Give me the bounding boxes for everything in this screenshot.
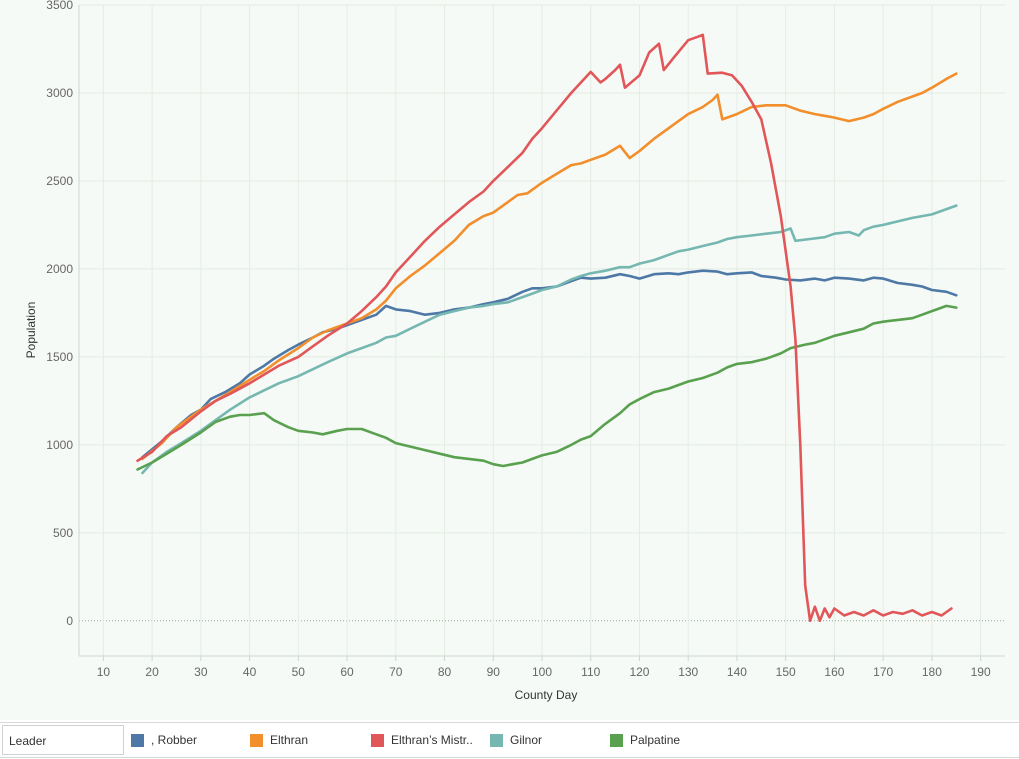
- x-tick-label: 120: [629, 665, 649, 679]
- x-tick-label: 190: [971, 665, 991, 679]
- x-tick-label: 50: [292, 665, 306, 679]
- x-tick-label: 160: [824, 665, 844, 679]
- x-tick-label: 170: [873, 665, 893, 679]
- series-line-palpatine[interactable]: [136, 304, 958, 471]
- x-tick-label: 20: [145, 665, 159, 679]
- legend-swatch-elthrans-mistress: [371, 733, 384, 747]
- legend-swatch-robber: [131, 733, 144, 747]
- x-tick-label: 100: [532, 665, 552, 679]
- x-tick-label: 30: [194, 665, 208, 679]
- x-tick-label: 90: [487, 665, 501, 679]
- y-tick-label: 3000: [46, 86, 73, 100]
- legend-label-elthrans-mistress: Elthran’s Mistr..: [391, 733, 473, 747]
- y-axis-title: Population: [24, 302, 38, 359]
- grid-lines: [79, 4, 1005, 656]
- axes: 0 500 1000 1500 2000 2500 3000 3500 10 20 30 40 50 60…: [46, 0, 1005, 679]
- legend-label-palpatine: Palpatine: [630, 733, 681, 747]
- x-tick-label: 130: [678, 665, 698, 679]
- y-tick-label: 1500: [46, 350, 73, 364]
- legend-swatch-elthran: [250, 733, 263, 747]
- y-tick-label: 1000: [46, 438, 73, 452]
- legend-item-robber[interactable]: , Robber: [131, 731, 197, 749]
- x-tick-label: 180: [922, 665, 942, 679]
- y-tick-label: 3500: [46, 0, 73, 12]
- y-tick-label: 0: [66, 614, 73, 628]
- x-tick-label: 110: [581, 665, 600, 679]
- series-line-elthran[interactable]: [141, 72, 958, 461]
- x-tick-label: 140: [727, 665, 747, 679]
- legend-item-elthran[interactable]: Elthran: [250, 731, 308, 749]
- chart-area: 0 500 1000 1500 2000 2500 3000 3500 10 20 30 40 50 60…: [24, 0, 1005, 702]
- x-tick-label: 70: [389, 665, 403, 679]
- legend-swatch-gilnor: [490, 733, 503, 747]
- y-tick-label: 500: [53, 526, 73, 540]
- y-tick-label: 2500: [46, 174, 73, 188]
- line-chart: 0 500 1000 1500 2000 2500 3000 3500 10 20 30 40 50 60…: [24, 0, 1005, 702]
- legend-label-gilnor: Gilnor: [510, 733, 543, 747]
- x-tick-label: 80: [438, 665, 452, 679]
- x-tick-label: 60: [340, 665, 354, 679]
- legend-label-robber: , Robber: [151, 733, 198, 747]
- x-axis-title: County Day: [515, 688, 578, 702]
- legend-title: Leader: [2, 725, 124, 755]
- series-lines: [136, 33, 958, 623]
- y-tick-label: 2000: [46, 262, 73, 276]
- legend-label-elthran: Elthran: [270, 733, 309, 747]
- legend-item-gilnor[interactable]: Gilnor: [490, 731, 542, 749]
- legend-swatch-palpatine: [610, 733, 623, 747]
- x-tick-label: 10: [97, 665, 111, 679]
- series-line-gilnor[interactable]: [141, 204, 958, 475]
- series-line-elthran-s-mistr[interactable]: [136, 33, 953, 623]
- legend-item-elthrans-mistress[interactable]: Elthran’s Mistr..: [371, 731, 473, 749]
- legend: Leader , Robber Elthran Elthran’s Mistr.…: [0, 722, 1019, 758]
- legend-item-palpatine[interactable]: Palpatine: [610, 731, 680, 749]
- x-tick-label: 40: [243, 665, 257, 679]
- x-tick-label: 150: [776, 665, 796, 679]
